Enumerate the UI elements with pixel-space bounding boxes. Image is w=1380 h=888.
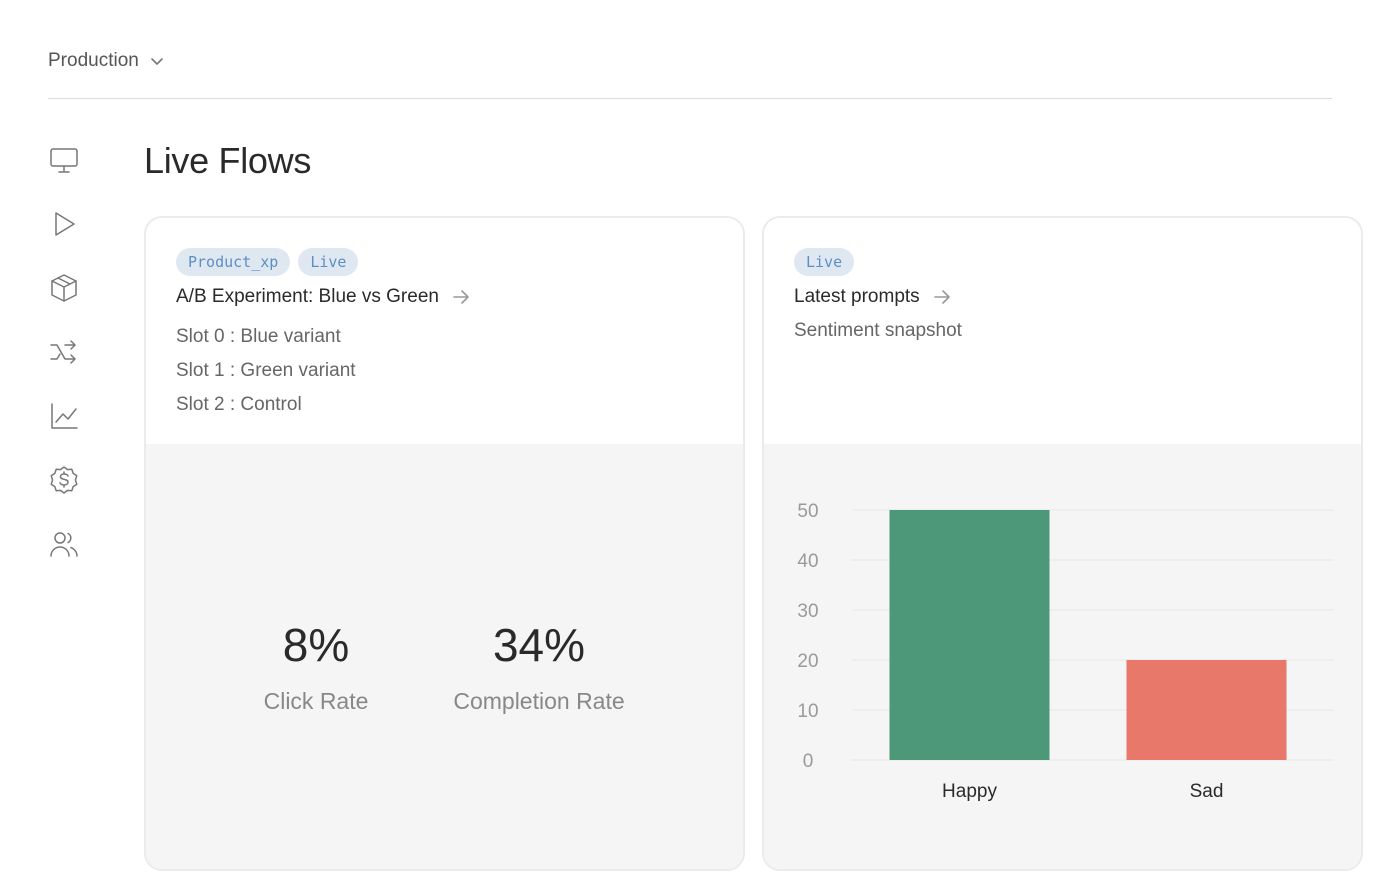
metric-value: 34%: [492, 619, 586, 671]
sidebar-item-package[interactable]: [46, 270, 82, 306]
tag-product: Product_xp: [176, 248, 291, 276]
card-header: Product_xp Live A/B Experiment: Blue vs …: [146, 218, 743, 444]
y-tick-label: 50: [797, 501, 818, 522]
metrics-panel: 8% Click Rate 34% Completion Rate: [146, 444, 743, 869]
slot-item: Slot 0 : Blue variant: [176, 326, 341, 347]
sidebar-item-play[interactable]: [46, 206, 82, 242]
tag-list: Product_xp Live: [176, 248, 359, 276]
y-tick-label: 20: [797, 651, 818, 672]
tag-live: Live: [298, 248, 359, 276]
sidebar-item-monitor[interactable]: [46, 142, 82, 178]
play-icon: [55, 212, 75, 236]
chart-panel: 0 10 20 30 40 50 Happy Sad: [764, 444, 1361, 869]
sidebar-nav: [46, 142, 82, 590]
environment-dropdown[interactable]: Production: [48, 50, 165, 72]
environment-label: Production: [48, 50, 139, 71]
experiment-card[interactable]: Product_xp Live A/B Experiment: Blue vs …: [144, 216, 745, 871]
arrow-right-icon: [933, 290, 950, 304]
sentiment-bar-chart: 0 10 20 30 40 50 Happy Sad: [797, 501, 1334, 802]
metric-value: 8%: [282, 619, 350, 671]
click-rate-metric: 8% Click Rate: [216, 622, 416, 715]
x-category-label: Happy: [942, 781, 997, 802]
arrow-right-icon: [453, 290, 469, 304]
experiment-title: A/B Experiment: Blue vs Green: [176, 286, 439, 307]
prompts-title-link[interactable]: Latest prompts: [794, 286, 952, 308]
slot-list: Slot 0 : Blue variant Slot 1 : Green var…: [176, 320, 356, 422]
y-tick-label: 0: [803, 751, 814, 772]
sidebar-item-billing[interactable]: [46, 462, 82, 498]
sidebar-item-analytics[interactable]: [46, 398, 82, 434]
card-header: Live Latest prompts Sentiment snapshot: [764, 218, 1361, 444]
dollar-badge-icon: [50, 466, 78, 494]
top-bar: Production: [48, 36, 1332, 99]
slot-item: Slot 1 : Green variant: [176, 360, 356, 381]
metric-label: Completion Rate: [453, 688, 625, 714]
sidebar-item-users[interactable]: [46, 526, 82, 562]
monitor-icon: [50, 148, 78, 173]
chevron-down-icon: [151, 58, 163, 65]
prompts-subtitle: Sentiment snapshot: [794, 320, 962, 341]
y-tick-label: 40: [797, 551, 818, 572]
line-chart-icon: [51, 403, 78, 429]
shuffle-icon: [50, 340, 76, 364]
metric-label: Click Rate: [263, 688, 369, 714]
y-tick-label: 30: [797, 601, 818, 622]
x-category-label: Sad: [1190, 781, 1224, 802]
y-tick-label: 10: [797, 701, 818, 722]
package-icon: [51, 274, 77, 302]
tag-live: Live: [794, 248, 855, 276]
prompts-card[interactable]: Live Latest prompts Sentiment snapshot 0…: [762, 216, 1363, 871]
bar-sad[interactable]: [1126, 660, 1287, 760]
tag-list: Live: [794, 248, 855, 276]
page-title: Live Flows: [144, 140, 312, 181]
experiment-title-link[interactable]: A/B Experiment: Blue vs Green: [176, 286, 471, 308]
bar-happy[interactable]: [889, 510, 1050, 760]
slot-item: Slot 2 : Control: [176, 394, 302, 415]
sidebar-item-shuffle[interactable]: [46, 334, 82, 370]
users-icon: [50, 532, 78, 557]
completion-rate-metric: 34% Completion Rate: [429, 622, 649, 715]
prompts-title: Latest prompts: [794, 286, 920, 307]
